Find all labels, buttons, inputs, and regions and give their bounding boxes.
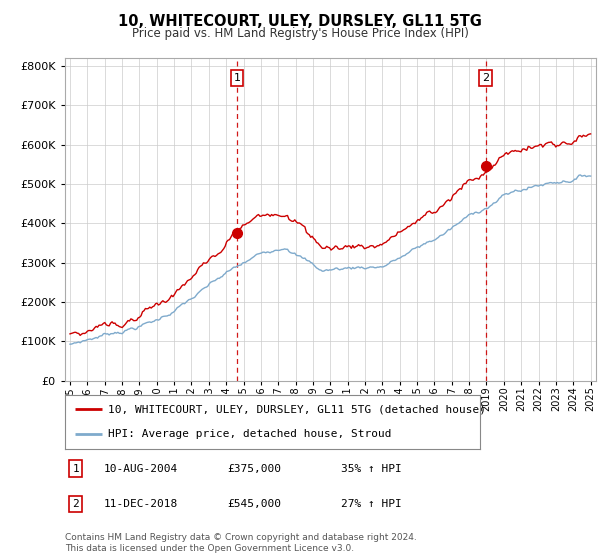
Text: 2: 2: [482, 73, 489, 83]
Text: Contains HM Land Registry data © Crown copyright and database right 2024.
This d: Contains HM Land Registry data © Crown c…: [65, 533, 416, 553]
Text: 10, WHITECOURT, ULEY, DURSLEY, GL11 5TG: 10, WHITECOURT, ULEY, DURSLEY, GL11 5TG: [118, 14, 482, 29]
Text: HPI: Average price, detached house, Stroud: HPI: Average price, detached house, Stro…: [109, 430, 392, 440]
Text: 1: 1: [72, 464, 79, 474]
Text: 27% ↑ HPI: 27% ↑ HPI: [341, 499, 401, 509]
Text: 1: 1: [233, 73, 241, 83]
Text: 11-DEC-2018: 11-DEC-2018: [104, 499, 178, 509]
Text: 10-AUG-2004: 10-AUG-2004: [104, 464, 178, 474]
Text: Price paid vs. HM Land Registry's House Price Index (HPI): Price paid vs. HM Land Registry's House …: [131, 27, 469, 40]
Text: 35% ↑ HPI: 35% ↑ HPI: [341, 464, 401, 474]
Text: 10, WHITECOURT, ULEY, DURSLEY, GL11 5TG (detached house): 10, WHITECOURT, ULEY, DURSLEY, GL11 5TG …: [109, 404, 487, 414]
Text: £375,000: £375,000: [227, 464, 281, 474]
Text: 2: 2: [72, 499, 79, 509]
Text: £545,000: £545,000: [227, 499, 281, 509]
